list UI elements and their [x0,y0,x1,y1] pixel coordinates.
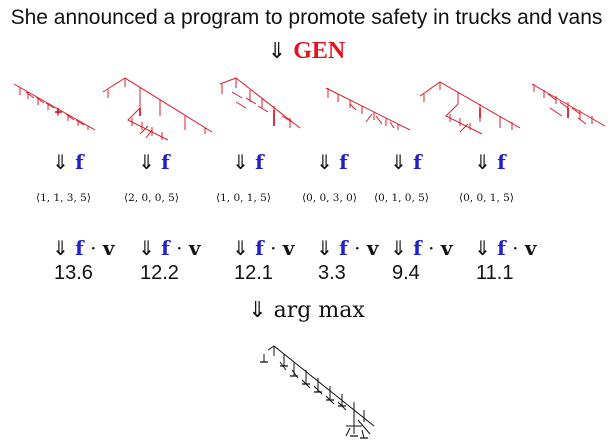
weight-symbol: v [524,236,537,260]
feature-symbol: f [75,236,84,260]
score-step-2: ⇓ f · v [138,236,200,260]
feature-symbol: f [497,150,506,174]
feature-symbol: f [255,236,264,260]
score-3: 12.1 [234,262,273,284]
gen-step: ⇓ GEN [0,38,613,65]
down-double-arrow-icon: ⇓ [232,150,249,174]
weight-symbol: v [188,236,201,260]
feature-symbol: f [339,150,348,174]
argmax-label: arg max [273,298,365,323]
down-double-arrow-icon: ⇓ [138,150,155,174]
candidate-tree-3 [219,77,301,129]
down-double-arrow-icon: ⇓ [474,236,491,260]
dot-symbol: · [354,236,361,260]
candidate-tree-1 [13,83,96,131]
dot-symbol: · [270,236,277,260]
feature-symbol: f [497,236,506,260]
score-1: 13.6 [54,262,93,284]
dot-symbol: · [428,236,435,260]
dot-symbol: · [176,236,183,260]
candidate-tree-4 [325,87,411,131]
dot-symbol: · [512,236,519,260]
score-6: 11.1 [476,262,514,284]
feature-symbol: f [75,150,84,174]
feature-symbol: f [413,150,422,174]
candidate-trees [13,77,606,141]
feature-step-1: ⇓ f [52,150,84,174]
feature-vector-4: ⟨0, 0, 3, 0⟩ [302,192,357,204]
candidate-tree-2 [102,77,213,141]
feature-step-3: ⇓ f [232,150,264,174]
weight-symbol: v [282,236,295,260]
score-step-3: ⇓ f · v [232,236,294,260]
score-step-4: ⇓ f · v [316,236,378,260]
score-step-5: ⇓ f · v [390,236,452,260]
down-double-arrow-icon: ⇓ [316,236,333,260]
feature-symbol: f [161,150,170,174]
down-double-arrow-icon: ⇓ [248,298,267,323]
down-double-arrow-icon: ⇓ [138,236,155,260]
best-parse-tree [260,345,375,439]
feature-vector-2: ⟨2, 0, 0, 5⟩ [124,192,179,204]
score-step-1: ⇓ f · v [52,236,114,260]
feature-vector-5: ⟨0, 1, 0, 5⟩ [374,192,429,204]
weight-symbol: v [440,236,453,260]
score-step-6: ⇓ f · v [474,236,536,260]
input-sentence: She announced a program to promote safet… [10,6,603,29]
down-double-arrow-icon: ⇓ [52,236,69,260]
down-double-arrow-icon: ⇓ [52,150,69,174]
feature-step-2: ⇓ f [138,150,170,174]
down-double-arrow-icon: ⇓ [316,150,333,174]
score-2: 12.2 [140,262,179,284]
feature-step-5: ⇓ f [390,150,422,174]
weight-symbol: v [366,236,379,260]
down-double-arrow-icon: ⇓ [390,150,407,174]
dot-symbol: · [90,236,97,260]
score-4: 3.3 [318,262,346,284]
score-5: 9.4 [392,262,420,284]
candidate-tree-6 [531,83,606,127]
down-double-arrow-icon: ⇓ [390,236,407,260]
candidate-tree-5 [419,81,521,135]
feature-symbol: f [161,236,170,260]
feature-step-6: ⇓ f [474,150,506,174]
feature-symbol: f [339,236,348,260]
feature-vector-3: ⟨1, 0, 1, 5⟩ [216,192,271,204]
feature-symbol: f [255,150,264,174]
gen-label: GEN [293,38,346,64]
down-double-arrow-icon: ⇓ [474,150,491,174]
feature-vector-1: ⟨1, 1, 3, 5⟩ [36,192,91,204]
down-double-arrow-icon: ⇓ [267,39,287,64]
feature-symbol: f [413,236,422,260]
argmax-step: ⇓ arg max [0,298,613,323]
weight-symbol: v [102,236,115,260]
down-double-arrow-icon: ⇓ [232,236,249,260]
feature-vector-6: ⟨0, 0, 1, 5⟩ [459,192,514,204]
feature-step-4: ⇓ f [316,150,348,174]
